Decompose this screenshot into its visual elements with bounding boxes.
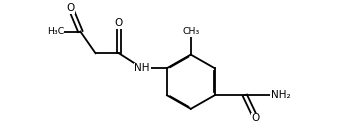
Text: O: O xyxy=(252,113,260,123)
Text: O: O xyxy=(115,18,123,28)
Text: H₃C: H₃C xyxy=(47,27,64,36)
Text: NH: NH xyxy=(135,63,150,73)
Text: O: O xyxy=(67,3,75,13)
Text: CH₃: CH₃ xyxy=(182,27,199,36)
Text: NH₂: NH₂ xyxy=(271,90,291,100)
